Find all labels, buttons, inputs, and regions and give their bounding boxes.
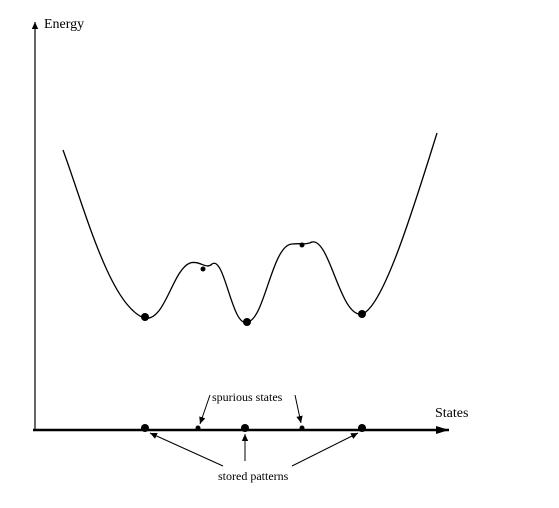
stored-pattern-dot <box>241 424 249 432</box>
stored-pattern-dot <box>141 424 149 432</box>
curve-minimum-dot <box>243 318 251 326</box>
spurious-states-label: spurious states <box>212 390 283 404</box>
stored-patterns-label: stored patterns <box>218 469 289 483</box>
curve-spurious-dot <box>299 242 305 248</box>
curve-minimum-dot <box>358 310 366 318</box>
y-axis-label: Energy <box>44 17 84 32</box>
spurious-arrow-right <box>294 394 303 424</box>
stored-arrow-left <box>149 432 224 467</box>
energy-curve <box>62 132 438 323</box>
curve-spurious-dot <box>200 266 206 272</box>
stored-arrow-right <box>291 432 359 467</box>
spurious-state-dot <box>299 425 305 431</box>
spurious-state-dot <box>195 425 201 431</box>
curve-minimum-dot <box>141 313 149 321</box>
stored-pattern-dot <box>358 424 366 432</box>
spurious-arrow-left <box>199 394 211 425</box>
x-axis-label: States <box>435 406 468 421</box>
